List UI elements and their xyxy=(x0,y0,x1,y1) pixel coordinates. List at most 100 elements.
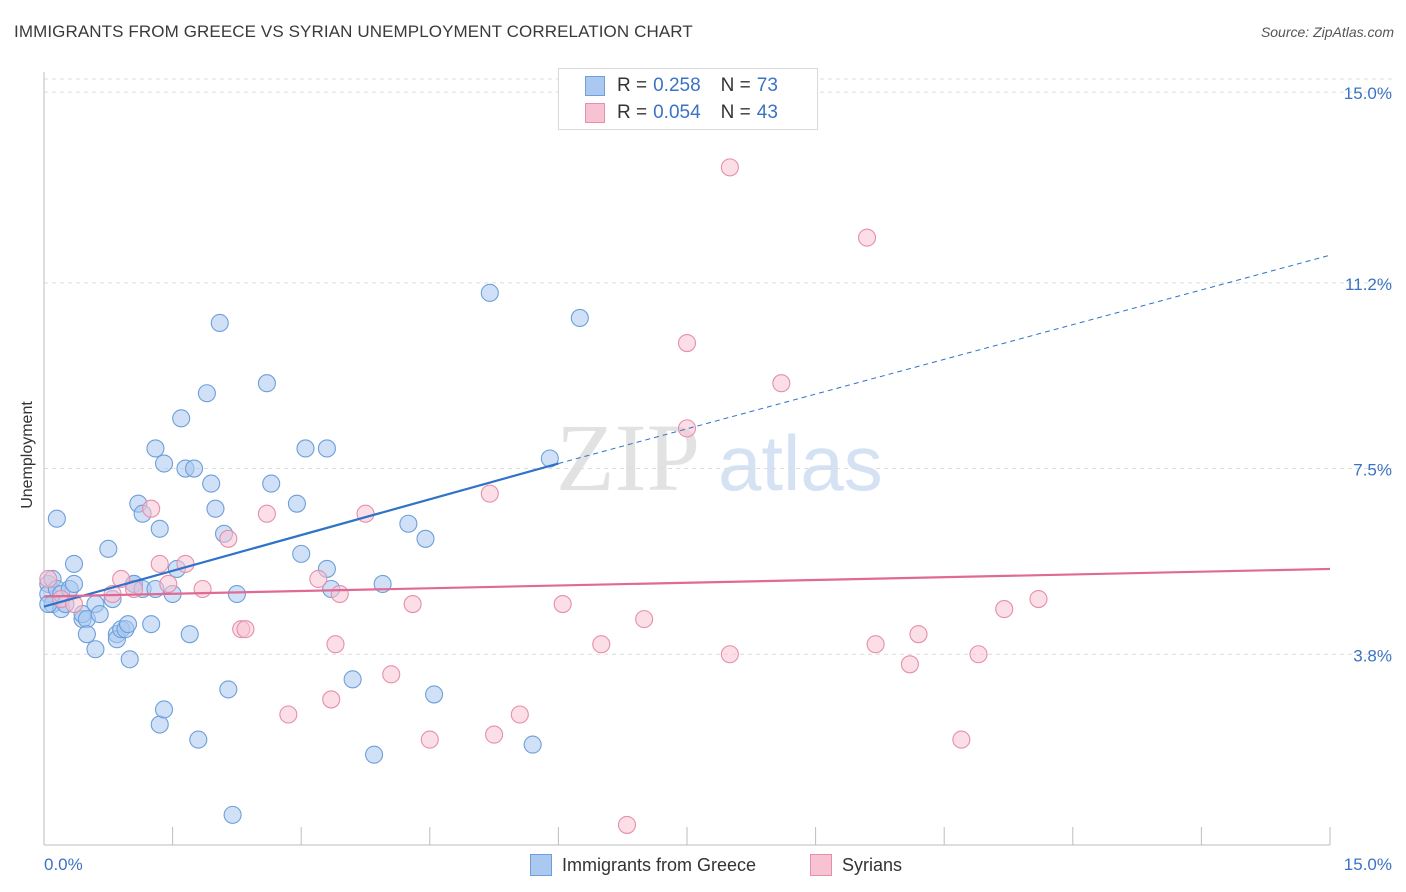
syria-point xyxy=(159,574,178,594)
greece-point xyxy=(90,605,109,624)
greece-point xyxy=(86,640,105,659)
syria-point xyxy=(420,730,439,749)
syria-point xyxy=(309,569,328,589)
greece-point xyxy=(292,544,311,563)
greece-point xyxy=(172,409,191,428)
greece-point xyxy=(223,805,242,824)
greece-swatch xyxy=(530,854,552,876)
greece-point xyxy=(47,509,66,528)
y-tick-label: 7.5% xyxy=(1353,461,1392,480)
source-label: Source: ZipAtlas.com xyxy=(1260,24,1394,40)
greece-point xyxy=(227,584,246,604)
syria-point xyxy=(857,228,877,247)
syria-point xyxy=(969,645,988,664)
syria-point xyxy=(510,705,529,724)
x-tick-label: 15.0% xyxy=(1344,855,1392,874)
greece-point xyxy=(189,730,208,749)
syria-point xyxy=(720,158,739,177)
legend-label-syria: Syrians xyxy=(842,854,903,875)
greece-point xyxy=(399,514,418,533)
greece-point xyxy=(184,459,204,478)
greece-point xyxy=(202,474,221,493)
r-label: R = xyxy=(617,102,648,123)
r-value: 0.258 xyxy=(653,75,701,96)
n-value: 43 xyxy=(756,102,778,123)
greece-trend-extension xyxy=(558,254,1331,465)
bottom-legend-greece: Immigrants from Greece xyxy=(530,852,756,878)
syria-point xyxy=(485,725,504,744)
syria-point xyxy=(866,635,885,654)
chart-title: IMMIGRANTS FROM GREECE VS SYRIAN UNEMPLO… xyxy=(14,22,693,41)
greece-point xyxy=(197,384,216,403)
syria-point xyxy=(142,499,161,518)
greece-point xyxy=(210,313,229,333)
syria-point xyxy=(677,334,697,353)
syria-point xyxy=(677,419,697,438)
syria-point xyxy=(592,635,611,654)
n-label: N = xyxy=(720,75,751,96)
y-tick-label: 3.8% xyxy=(1353,646,1392,665)
greece-point xyxy=(64,554,84,573)
greece-point xyxy=(118,615,138,634)
greece-point xyxy=(154,454,174,473)
syria-point xyxy=(39,569,58,589)
syria-point xyxy=(236,620,255,639)
watermark-zip: ZIP xyxy=(556,404,700,511)
greece-point xyxy=(219,680,238,699)
syria-point xyxy=(403,595,422,614)
greece-point xyxy=(365,745,384,764)
greece-point xyxy=(120,650,139,669)
y-axis-label: Unemployment xyxy=(19,401,36,509)
y-tick-label: 11.2% xyxy=(1345,275,1392,294)
greece-point xyxy=(480,283,499,302)
greece-point xyxy=(150,715,169,734)
watermark-atlas: atlas xyxy=(718,419,883,507)
r-value: 0.054 xyxy=(653,102,701,123)
syria-point xyxy=(150,554,169,573)
greece-point xyxy=(64,574,84,594)
syria-point xyxy=(219,529,238,548)
greece-point xyxy=(523,735,542,754)
greece-point xyxy=(287,494,306,513)
series-greece-points xyxy=(39,283,589,824)
x-tick-label: 0.0% xyxy=(44,855,83,874)
syria-point xyxy=(257,504,276,523)
greece-point xyxy=(150,519,169,538)
greece-point xyxy=(570,308,589,328)
greece-point xyxy=(180,625,199,644)
correlation-legend: R = 0.258 N = 73 R = 0.054 N = 43 xyxy=(558,68,818,130)
gridlines xyxy=(44,78,1392,655)
n-label: N = xyxy=(720,102,751,123)
syria-point xyxy=(1029,589,1048,609)
syria-point xyxy=(720,645,739,664)
syria-point xyxy=(279,705,298,724)
syria-point xyxy=(617,815,637,834)
legend-row-syria: R = 0.054 N = 43 xyxy=(585,102,778,124)
greece-point xyxy=(425,685,444,704)
syria-point xyxy=(635,610,654,629)
y-tick-label: 15.0% xyxy=(1344,84,1392,103)
series-syria-points xyxy=(39,158,1048,834)
syria-trend-line xyxy=(43,567,1331,598)
greece-swatch xyxy=(585,76,605,96)
syria-point xyxy=(480,484,499,503)
greece-point xyxy=(206,499,225,518)
syria-point xyxy=(772,374,791,393)
syria-point xyxy=(322,690,341,709)
greece-point xyxy=(262,474,281,493)
legend-row-greece: R = 0.258 N = 73 xyxy=(585,75,778,97)
greece-point xyxy=(416,529,435,548)
greece-point xyxy=(146,439,165,458)
syria-point xyxy=(909,625,928,644)
bottom-legend-syria: Syrians xyxy=(810,852,902,878)
syria-point xyxy=(900,655,919,674)
syria-swatch xyxy=(810,854,832,876)
axes xyxy=(43,72,1331,846)
syria-point xyxy=(952,730,971,749)
n-value: 73 xyxy=(756,75,778,96)
greece-point xyxy=(142,615,161,634)
greece-point xyxy=(296,439,315,458)
syria-point xyxy=(330,584,349,604)
greece-point xyxy=(343,670,362,689)
